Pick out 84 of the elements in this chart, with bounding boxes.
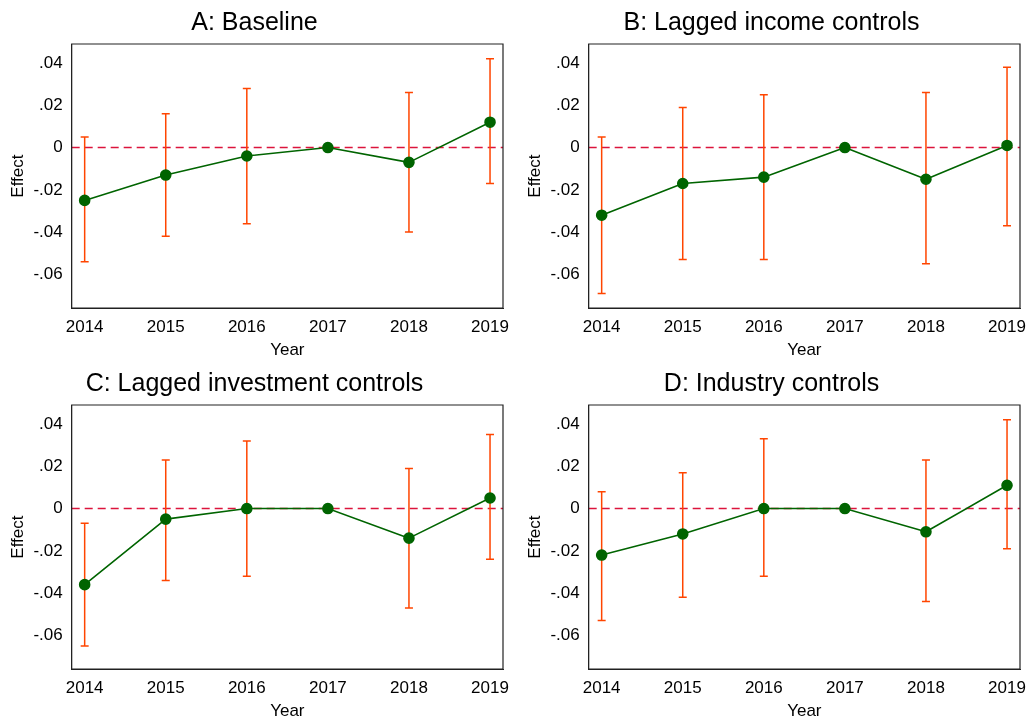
x-tick-label: 2018 <box>907 678 945 698</box>
point <box>159 169 172 181</box>
point <box>595 549 608 561</box>
point <box>241 502 253 515</box>
y-tick-label: -.04 <box>550 582 580 602</box>
x-tick-label: 2015 <box>663 317 702 337</box>
x-tick-label: 2015 <box>146 678 185 698</box>
x-tick-label: 2014 <box>65 678 104 698</box>
point <box>1001 139 1013 152</box>
y-tick-label: .04 <box>39 52 63 72</box>
y-tick-label: .02 <box>556 455 580 475</box>
x-tick-label: 2017 <box>308 678 347 698</box>
x-tick-label: 2014 <box>582 317 621 337</box>
point <box>676 177 689 190</box>
point <box>78 194 91 207</box>
point <box>920 173 932 186</box>
y-tick-label: -.06 <box>33 264 63 284</box>
y-tick-label: .02 <box>39 455 63 475</box>
x-tick-label: 2018 <box>907 317 945 337</box>
point <box>403 532 415 544</box>
y-axis-title: Effect <box>524 154 544 198</box>
chart-title: D: Industry controls <box>663 367 880 396</box>
y-tick-label: 0 <box>53 137 63 157</box>
x-tick-label: 2019 <box>988 317 1026 337</box>
y-axis-title: Effect <box>7 515 27 559</box>
point <box>839 502 851 515</box>
y-tick-label: .02 <box>556 94 580 114</box>
x-axis-title: Year <box>270 701 305 721</box>
point <box>484 116 496 128</box>
x-tick-label: 2017 <box>825 678 864 698</box>
y-tick-label: -.02 <box>550 179 580 199</box>
y-tick-label: -.06 <box>550 625 580 645</box>
x-tick-label: 2016 <box>227 317 266 337</box>
x-tick-label: 2016 <box>744 317 783 337</box>
y-tick-label: .04 <box>556 413 580 433</box>
x-tick-label: 2019 <box>471 317 509 337</box>
x-tick-label: 2014 <box>65 317 104 337</box>
x-tick-label: 2014 <box>582 678 621 698</box>
point <box>758 171 770 183</box>
x-tick-label: 2016 <box>227 678 266 698</box>
y-tick-label: .02 <box>39 94 63 114</box>
y-tick-label: -.06 <box>550 264 580 284</box>
chart-title: C: Lagged investment controls <box>85 367 424 396</box>
point <box>322 502 334 515</box>
point <box>839 141 851 154</box>
y-axis-title: Effect <box>524 515 544 559</box>
y-tick-label: -.02 <box>550 540 580 560</box>
point <box>484 492 496 504</box>
x-tick-label: 2015 <box>663 678 702 698</box>
y-tick-label: -.04 <box>33 221 63 241</box>
y-tick-label: -.06 <box>33 625 63 645</box>
x-axis-title: Year <box>787 701 822 721</box>
y-tick-label: 0 <box>570 498 580 518</box>
point <box>241 150 253 162</box>
chart-title: A: Baseline <box>191 6 318 35</box>
point <box>595 209 608 221</box>
y-axis-title: Effect <box>7 154 27 198</box>
x-tick-label: 2016 <box>744 678 783 698</box>
x-tick-label: 2019 <box>988 678 1026 698</box>
point <box>403 156 415 169</box>
point <box>78 578 91 591</box>
x-tick-label: 2017 <box>825 317 864 337</box>
y-tick-label: 0 <box>570 137 580 157</box>
y-tick-label: -.02 <box>33 540 63 560</box>
y-tick-label: -.02 <box>33 179 63 199</box>
point <box>920 526 932 538</box>
x-tick-label: 2018 <box>390 678 428 698</box>
chart-title: B: Lagged income controls <box>623 6 920 35</box>
point <box>676 528 689 540</box>
point <box>322 141 334 154</box>
y-tick-label: .04 <box>556 52 580 72</box>
x-tick-label: 2017 <box>308 317 347 337</box>
y-tick-label: .04 <box>39 413 63 433</box>
y-tick-label: -.04 <box>550 221 580 241</box>
point <box>159 513 172 525</box>
y-tick-label: -.04 <box>33 582 63 602</box>
x-tick-label: 2018 <box>390 317 428 337</box>
point <box>1001 479 1013 492</box>
x-axis-title: Year <box>270 340 305 360</box>
x-axis-title: Year <box>787 340 822 360</box>
point <box>758 502 770 515</box>
x-tick-label: 2019 <box>471 678 509 698</box>
y-tick-label: 0 <box>53 498 63 518</box>
x-tick-label: 2015 <box>146 317 185 337</box>
